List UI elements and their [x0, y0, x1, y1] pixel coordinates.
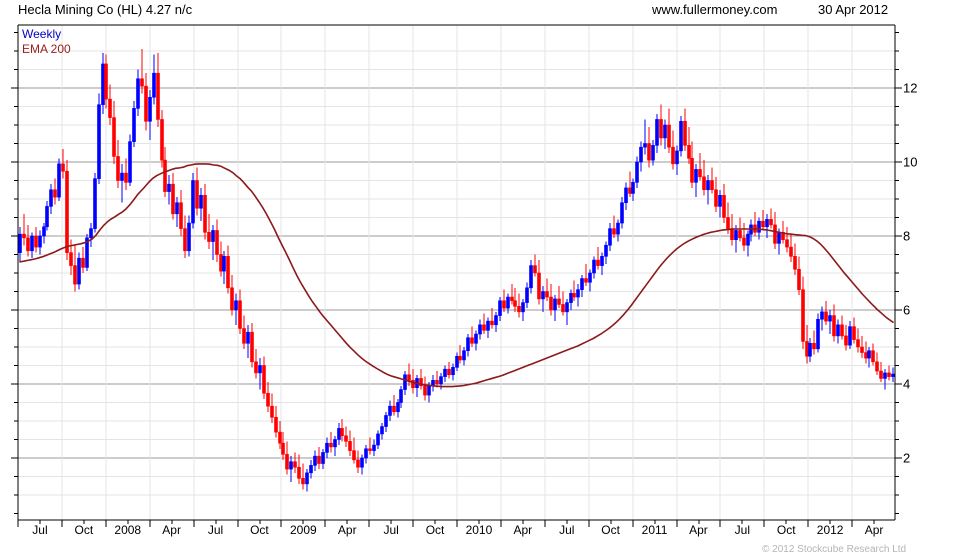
x-axis-tick-label: 2012 — [816, 523, 844, 537]
chart-date-label: 30 Apr 2012 — [818, 2, 889, 17]
x-axis-tick-label: Apr — [864, 523, 884, 537]
x-axis-tick-label: Apr — [337, 523, 357, 537]
x-axis-tick-label: Jul — [32, 523, 48, 537]
y-axis-tick-label: 8 — [903, 228, 911, 244]
x-axis-tick-label: Oct — [74, 523, 94, 537]
y-axis-tick-label: 2 — [903, 450, 911, 466]
x-axis-tick-label: Oct — [250, 523, 269, 537]
x-axis-tick-label: Jul — [383, 523, 399, 537]
x-axis-tick-label: 2010 — [465, 523, 493, 537]
x-axis-tick-label: Oct — [601, 523, 620, 537]
legend-overlay-label: EMA 200 — [22, 42, 71, 56]
x-axis-tick-label: 2009 — [289, 523, 317, 537]
x-axis-tick-label: Jul — [559, 523, 575, 537]
y-axis-tick-label: 6 — [903, 302, 911, 318]
x-axis-tick-label: Jul — [207, 523, 224, 537]
candlestick-series — [18, 49, 895, 492]
y-axis-tick-label: 12 — [903, 80, 918, 96]
x-axis-tick-label: Apr — [162, 523, 181, 537]
y-axis-tick-label: 4 — [903, 376, 911, 392]
y-axis-tick-label: 10 — [903, 154, 918, 170]
source-website-label: www.fullermoney.com — [652, 2, 778, 17]
x-axis-tick-label: 2008 — [114, 523, 142, 537]
ema-200-line — [19, 163, 894, 388]
x-axis-tick-label: 2011 — [641, 523, 668, 537]
x-axis-tick-label: Apr — [513, 523, 533, 537]
page-title: Hecla Mining Co (HL) 4.27 n/c — [18, 2, 193, 17]
x-axis-tick-label: Jul — [734, 523, 751, 537]
copyright-notice: © 2012 Stockcube Research Ltd — [762, 544, 907, 555]
x-axis-tick-label: Apr — [689, 523, 708, 537]
x-axis-tick-label: Oct — [776, 523, 796, 537]
x-axis-tick-label: Oct — [425, 523, 445, 537]
axis-ticks — [11, 32, 902, 527]
legend-series-label: Weekly — [22, 27, 62, 41]
